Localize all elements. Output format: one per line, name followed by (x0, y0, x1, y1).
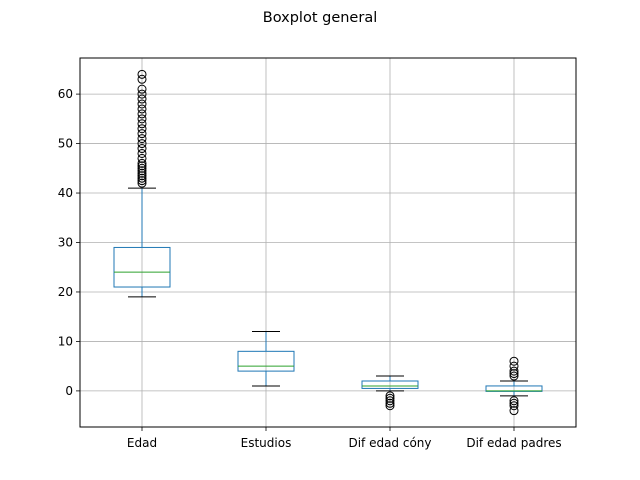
outlier-point (509, 401, 519, 411)
outlier-point (137, 94, 147, 104)
outlier-point (509, 361, 519, 371)
outlier-point (137, 84, 147, 94)
x-tick-label: Dif edad padres (466, 436, 561, 450)
outlier-point (137, 69, 147, 79)
y-tick-label: 20 (58, 285, 73, 299)
outlier-point (137, 168, 147, 178)
outlier-point (509, 406, 519, 416)
outlier-point (137, 173, 147, 183)
outlier-point (137, 134, 147, 144)
outlier-point (509, 356, 519, 366)
outlier-point (137, 119, 147, 129)
outlier-point (385, 398, 395, 408)
y-tick-label: 40 (58, 186, 73, 200)
outlier-point (385, 393, 395, 403)
y-tick-label: 10 (58, 334, 73, 348)
box-group (237, 331, 295, 387)
boxes-layer (113, 69, 543, 416)
outlier-point (137, 109, 147, 119)
iqr-box (361, 380, 419, 389)
box-group (361, 375, 419, 411)
x-tick-label: Estudios (241, 436, 292, 450)
outlier-point (385, 401, 395, 411)
outlier-point (137, 153, 147, 163)
y-tick-label: 50 (58, 137, 73, 151)
box-group (113, 69, 171, 298)
outlier-point (137, 161, 147, 171)
outlier-point (509, 398, 519, 408)
outlier-point (137, 99, 147, 109)
outlier-point (137, 171, 147, 181)
outlier-point (137, 144, 147, 154)
outlier-point (385, 396, 395, 406)
chart-title: Boxplot general (263, 10, 377, 26)
y-tick-label: 0 (65, 384, 73, 398)
outlier-point (509, 371, 519, 381)
outlier-point (137, 158, 147, 168)
outlier-point (137, 176, 147, 186)
outlier-point (137, 114, 147, 124)
outlier-point (137, 89, 147, 99)
iqr-box (113, 246, 171, 288)
outlier-point (137, 148, 147, 158)
x-tick-label: Edad (127, 436, 157, 450)
y-axis: 0 10 20 30 40 50 60 (58, 87, 80, 398)
y-tick-label: 30 (58, 236, 73, 250)
grid-lines (80, 58, 576, 427)
y-tick-label: 60 (58, 87, 73, 101)
outlier-point (137, 74, 147, 84)
box-group (485, 356, 543, 416)
outlier-point (509, 366, 519, 376)
outlier-point (137, 163, 147, 173)
outlier-point (137, 104, 147, 114)
outlier-point (137, 139, 147, 149)
x-tick-label: Dif edad cóny (348, 436, 431, 450)
outlier-point (137, 178, 147, 188)
outlier-point (509, 369, 519, 379)
outlier-point (137, 129, 147, 139)
iqr-box (237, 350, 295, 372)
outlier-point (509, 396, 519, 406)
x-axis: Edad Estudios Dif edad cóny Dif edad padres (127, 427, 562, 450)
outlier-point (137, 166, 147, 176)
outlier-point (385, 391, 395, 401)
outlier-point (137, 124, 147, 134)
